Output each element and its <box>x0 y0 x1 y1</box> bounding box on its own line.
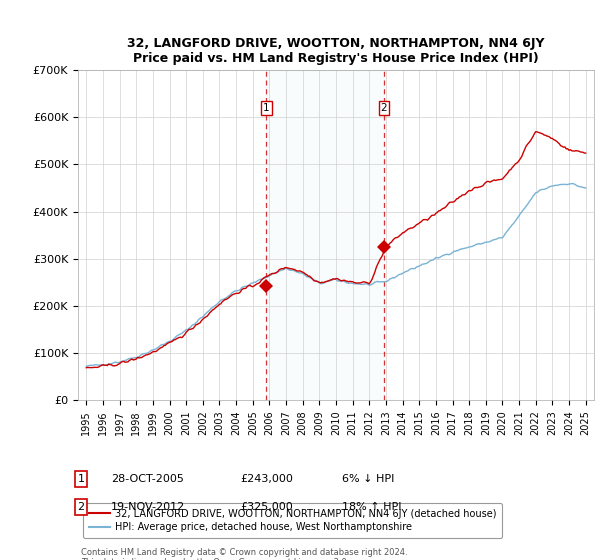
Text: 28-OCT-2005: 28-OCT-2005 <box>111 474 184 484</box>
Text: 1: 1 <box>77 474 85 484</box>
Text: 2: 2 <box>77 502 85 512</box>
Text: 6% ↓ HPI: 6% ↓ HPI <box>342 474 394 484</box>
Text: 18% ↑ HPI: 18% ↑ HPI <box>342 502 401 512</box>
Title: 32, LANGFORD DRIVE, WOOTTON, NORTHAMPTON, NN4 6JY
Price paid vs. HM Land Registr: 32, LANGFORD DRIVE, WOOTTON, NORTHAMPTON… <box>127 36 545 64</box>
Legend: 32, LANGFORD DRIVE, WOOTTON, NORTHAMPTON, NN4 6JY (detached house), HPI: Average: 32, LANGFORD DRIVE, WOOTTON, NORTHAMPTON… <box>83 503 502 538</box>
Text: Contains HM Land Registry data © Crown copyright and database right 2024.
This d: Contains HM Land Registry data © Crown c… <box>81 548 407 560</box>
Text: 2: 2 <box>380 103 387 113</box>
Text: £325,000: £325,000 <box>240 502 293 512</box>
Bar <box>266 70 384 400</box>
Text: 19-NOV-2012: 19-NOV-2012 <box>111 502 185 512</box>
Text: £243,000: £243,000 <box>240 474 293 484</box>
Text: 1: 1 <box>263 103 270 113</box>
